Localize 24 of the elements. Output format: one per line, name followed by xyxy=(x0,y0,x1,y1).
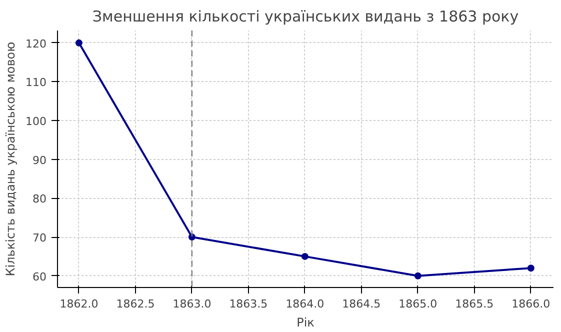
x-tick-label: 1863.0 xyxy=(172,298,212,310)
y-tick-label: 120 xyxy=(26,37,47,50)
x-tick-label: 1864.5 xyxy=(342,298,381,310)
chart-title: Зменшення кількості українських видань з 1863 року xyxy=(92,8,519,26)
y-tick-label: 90 xyxy=(32,154,47,167)
x-tick-label: 1864.0 xyxy=(286,298,324,310)
x-tick-label: 1862.0 xyxy=(60,298,98,310)
x-tick-label: 1862.5 xyxy=(116,298,155,310)
y-tick-label: 70 xyxy=(32,232,47,245)
point xyxy=(301,252,308,260)
x-tick-label: 1865.5 xyxy=(455,298,494,310)
y-axis-title: Кількість видань українською мовою xyxy=(4,42,18,276)
point xyxy=(188,234,196,241)
x-axis-title: Рік xyxy=(296,316,314,330)
point xyxy=(527,264,534,272)
x-tick-label: 1865.0 xyxy=(398,298,438,310)
point xyxy=(414,272,422,280)
y-tick-label: 60 xyxy=(32,270,47,284)
point xyxy=(75,39,82,46)
y-tick-label: 100 xyxy=(26,115,47,128)
y-tick-label: 80 xyxy=(32,192,47,206)
x-tick-label: 1866.0 xyxy=(512,298,550,310)
x-tick-label: 1863.5 xyxy=(229,298,268,310)
y-tick-label: 110 xyxy=(26,76,47,90)
